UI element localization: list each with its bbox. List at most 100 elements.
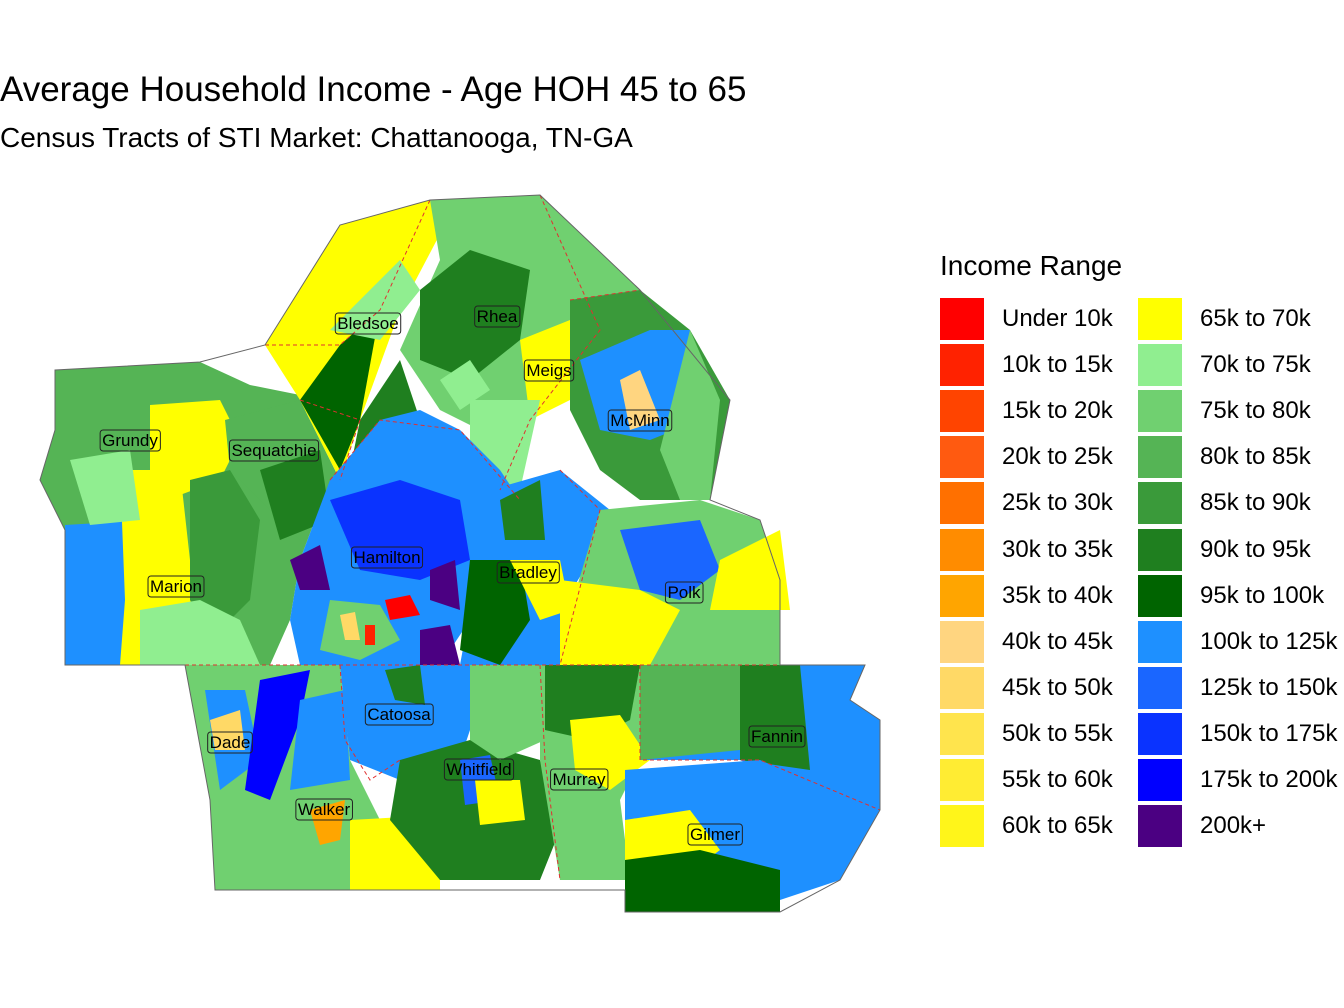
legend-label: 10k to 15k bbox=[1002, 351, 1113, 379]
tract-region bbox=[310, 800, 345, 845]
legend-item: 90k to 95k bbox=[1138, 526, 1344, 572]
county-boundary bbox=[569, 289, 641, 301]
tract-region bbox=[500, 480, 545, 540]
legend-item: 80k to 85k bbox=[1138, 434, 1344, 480]
county-label-grundy: Grundy bbox=[99, 429, 161, 452]
legend-swatch bbox=[940, 666, 984, 709]
county-name: Fannin bbox=[751, 727, 803, 746]
legend-item: 45k to 50k bbox=[940, 665, 1138, 711]
legend-swatch bbox=[940, 390, 984, 433]
legend-swatch bbox=[940, 574, 984, 617]
county-name: Rhea bbox=[477, 307, 518, 326]
county-label-box bbox=[474, 305, 521, 328]
legend-item: 30k to 35k bbox=[940, 526, 1138, 572]
county-name: Whitfield bbox=[446, 760, 511, 779]
county-name: McMinn bbox=[610, 411, 670, 430]
county-label-box bbox=[228, 439, 320, 462]
legend-title: Income Range bbox=[940, 250, 1123, 281]
legend-item: 10k to 15k bbox=[940, 342, 1138, 388]
tract-region bbox=[140, 600, 260, 665]
county-label-box bbox=[664, 581, 704, 604]
legend-label: 85k to 90k bbox=[1200, 489, 1311, 517]
tract-region bbox=[390, 740, 560, 880]
legend-column-1: Under 10k 10k to 15k 15k to 20k 20k to 25k 2… bbox=[940, 296, 1138, 849]
legend-label: 55k to 60k bbox=[1002, 765, 1113, 793]
legend-swatch bbox=[1138, 390, 1182, 433]
legend-item: 35k to 40k bbox=[940, 573, 1138, 619]
county-label-box bbox=[496, 561, 560, 584]
county-name: Murray bbox=[553, 770, 606, 789]
county-name: Hamilton bbox=[353, 548, 420, 567]
county-name: Dade bbox=[210, 733, 251, 752]
county-label-box bbox=[207, 731, 253, 754]
legend-label: 25k to 30k bbox=[1002, 489, 1113, 517]
legend-swatch bbox=[1138, 758, 1182, 801]
legend-item: 175k to 200k bbox=[1138, 757, 1344, 803]
county-name: Catoosa bbox=[367, 705, 431, 724]
tract-region bbox=[460, 560, 530, 665]
legend-item: 65k to 70k bbox=[1138, 296, 1344, 342]
tract-region bbox=[625, 850, 780, 912]
legend: Income Range Under 10k 10k to 15k 15k to 2… bbox=[940, 250, 1344, 849]
legend-swatch bbox=[1138, 805, 1182, 848]
legend-swatch bbox=[940, 712, 984, 755]
county-name: Marion bbox=[150, 577, 202, 596]
legend-label: 100k to 125k bbox=[1200, 627, 1338, 655]
legend-item: 55k to 60k bbox=[940, 757, 1138, 803]
tract-region bbox=[365, 625, 375, 645]
legend-label: 40k to 45k bbox=[1002, 627, 1113, 655]
legend-swatch bbox=[940, 298, 984, 341]
choropleth-map: Bledsoe Rhea Meigs McMinn Grundy Sequatchie Ha… bbox=[39, 194, 881, 913]
county-labels: Bledsoe Rhea Meigs McMinn Grundy Sequatchie Ha… bbox=[99, 305, 806, 846]
legend-label: 95k to 100k bbox=[1200, 581, 1325, 609]
tract-region bbox=[210, 710, 245, 750]
legend-columns: Under 10k 10k to 15k 15k to 20k 20k to 25k 2… bbox=[940, 296, 1344, 849]
county-boundary bbox=[639, 665, 881, 811]
county-name: Meigs bbox=[526, 361, 571, 380]
legend-label: 65k to 70k bbox=[1200, 305, 1311, 333]
tract-region bbox=[420, 625, 460, 665]
tract-region bbox=[620, 520, 720, 600]
county-label-box bbox=[364, 703, 434, 726]
county-label-box bbox=[147, 575, 205, 598]
legend-item: Under 10k bbox=[940, 296, 1138, 342]
county-label-bradley: Bradley bbox=[496, 561, 560, 584]
tract-region bbox=[340, 612, 360, 640]
tract-region bbox=[290, 545, 330, 590]
legend-label: 175k to 200k bbox=[1200, 765, 1338, 793]
tract-regions bbox=[40, 195, 880, 912]
county-label-box bbox=[607, 409, 673, 432]
county-label-box bbox=[748, 725, 806, 748]
tract-region bbox=[470, 665, 545, 760]
county-label-walker: Walker bbox=[295, 798, 353, 821]
legend-label: Under 10k bbox=[1002, 305, 1113, 333]
legend-column-2: 65k to 70k 70k to 75k 75k to 80k 80k to 85k… bbox=[1138, 296, 1344, 849]
tract-region bbox=[330, 260, 420, 340]
legend-label: 45k to 50k bbox=[1002, 673, 1113, 701]
map-subtitle: Census Tracts of STI Market: Chattanooga… bbox=[0, 122, 633, 153]
tract-region bbox=[660, 330, 720, 500]
legend-item: 25k to 30k bbox=[940, 480, 1138, 526]
county-boundary bbox=[265, 199, 431, 346]
county-boundaries bbox=[185, 194, 881, 881]
tract-region bbox=[560, 580, 680, 665]
county-name: Sequatchie bbox=[231, 441, 316, 460]
legend-label: 75k to 80k bbox=[1200, 397, 1311, 425]
county-label-hamilton: Hamilton bbox=[350, 546, 424, 569]
legend-item: 75k to 80k bbox=[1138, 388, 1344, 434]
legend-label: 150k to 175k bbox=[1200, 719, 1338, 747]
tract-region bbox=[330, 480, 470, 580]
legend-label: 125k to 150k bbox=[1200, 673, 1338, 701]
county-label-catoosa: Catoosa bbox=[364, 703, 434, 726]
legend-swatch bbox=[940, 436, 984, 479]
county-name: Bradley bbox=[499, 563, 557, 582]
county-label-box bbox=[523, 359, 575, 382]
tract-region bbox=[740, 665, 810, 770]
legend-item: 125k to 150k bbox=[1138, 665, 1344, 711]
county-label-polk: Polk bbox=[664, 581, 704, 604]
county-label-box bbox=[99, 429, 161, 452]
legend-item: 100k to 125k bbox=[1138, 619, 1344, 665]
county-label-box bbox=[550, 768, 609, 791]
legend-swatch bbox=[940, 482, 984, 525]
legend-item: 85k to 90k bbox=[1138, 480, 1344, 526]
